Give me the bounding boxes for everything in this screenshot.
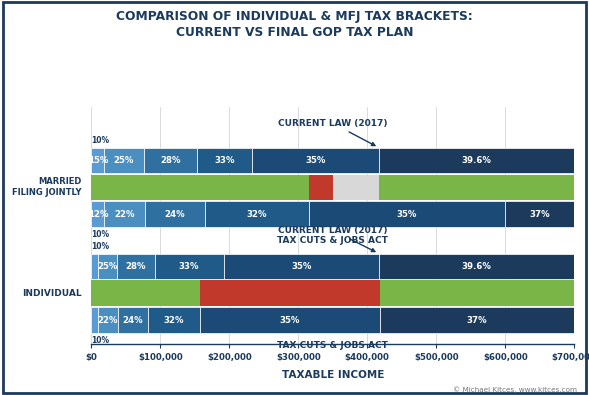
Bar bbox=[91, 201, 104, 227]
Bar bbox=[309, 175, 333, 200]
Text: 25%: 25% bbox=[97, 262, 118, 271]
Text: CURRENT LAW (2017): CURRENT LAW (2017) bbox=[278, 119, 388, 146]
Text: 10%: 10% bbox=[91, 242, 110, 251]
Bar bbox=[98, 307, 118, 333]
Bar bbox=[117, 254, 155, 279]
Text: 10%: 10% bbox=[91, 336, 110, 345]
Bar bbox=[91, 175, 309, 200]
Text: 39.6%: 39.6% bbox=[462, 262, 491, 271]
Text: COMPARISON OF INDIVIDUAL & MFJ TAX BRACKETS:
CURRENT VS FINAL GOP TAX PLAN: COMPARISON OF INDIVIDUAL & MFJ TAX BRACK… bbox=[116, 10, 473, 40]
Text: 24%: 24% bbox=[123, 316, 143, 325]
Bar bbox=[505, 201, 574, 227]
Text: 25%: 25% bbox=[114, 156, 134, 165]
Text: 12%: 12% bbox=[88, 210, 108, 219]
Text: 37%: 37% bbox=[530, 210, 550, 219]
Text: 28%: 28% bbox=[126, 262, 146, 271]
Bar bbox=[380, 280, 574, 306]
Text: © Michael Kitces, www.kitces.com: © Michael Kitces, www.kitces.com bbox=[453, 386, 577, 393]
Text: 32%: 32% bbox=[247, 210, 267, 219]
Text: 10%: 10% bbox=[91, 136, 110, 145]
Text: CURRENT LAW (2017): CURRENT LAW (2017) bbox=[278, 226, 388, 252]
Bar bbox=[252, 148, 379, 173]
Bar bbox=[155, 254, 224, 279]
Bar bbox=[224, 254, 379, 279]
Bar bbox=[91, 307, 98, 333]
Bar bbox=[145, 201, 205, 227]
Text: 22%: 22% bbox=[98, 316, 118, 325]
Bar bbox=[197, 148, 252, 173]
Text: INDIVIDUAL: INDIVIDUAL bbox=[22, 289, 82, 298]
Text: 33%: 33% bbox=[179, 262, 199, 271]
Bar bbox=[309, 201, 505, 227]
Bar bbox=[91, 254, 98, 279]
Bar bbox=[118, 307, 148, 333]
Text: MARRIED
FILING JOINTLY: MARRIED FILING JOINTLY bbox=[12, 177, 82, 198]
Bar bbox=[333, 175, 379, 200]
Text: TAX CUTS & JOBS ACT: TAX CUTS & JOBS ACT bbox=[277, 236, 388, 245]
Bar bbox=[379, 148, 574, 173]
Text: 39.6%: 39.6% bbox=[462, 156, 491, 165]
Text: TAX CUTS & JOBS ACT: TAX CUTS & JOBS ACT bbox=[277, 341, 388, 350]
Bar bbox=[148, 307, 200, 333]
Text: 35%: 35% bbox=[280, 316, 300, 325]
Text: 32%: 32% bbox=[164, 316, 184, 325]
Text: 22%: 22% bbox=[114, 210, 135, 219]
Bar bbox=[104, 201, 145, 227]
Bar bbox=[205, 201, 309, 227]
Text: 10%: 10% bbox=[91, 230, 110, 239]
Text: 37%: 37% bbox=[467, 316, 488, 325]
Text: 35%: 35% bbox=[305, 156, 326, 165]
Bar bbox=[91, 280, 200, 306]
Text: 24%: 24% bbox=[164, 210, 185, 219]
Bar bbox=[200, 307, 380, 333]
Text: 33%: 33% bbox=[214, 156, 235, 165]
Text: 15%: 15% bbox=[88, 156, 108, 165]
Bar bbox=[98, 254, 117, 279]
Text: 28%: 28% bbox=[160, 156, 181, 165]
Bar bbox=[379, 175, 574, 200]
Text: 35%: 35% bbox=[291, 262, 312, 271]
Bar bbox=[379, 254, 574, 279]
X-axis label: TAXABLE INCOME: TAXABLE INCOME bbox=[282, 370, 384, 380]
Bar bbox=[200, 280, 380, 306]
Bar bbox=[380, 307, 574, 333]
Bar bbox=[104, 148, 144, 173]
Bar bbox=[91, 148, 104, 173]
Text: 35%: 35% bbox=[397, 210, 417, 219]
Bar bbox=[144, 148, 197, 173]
